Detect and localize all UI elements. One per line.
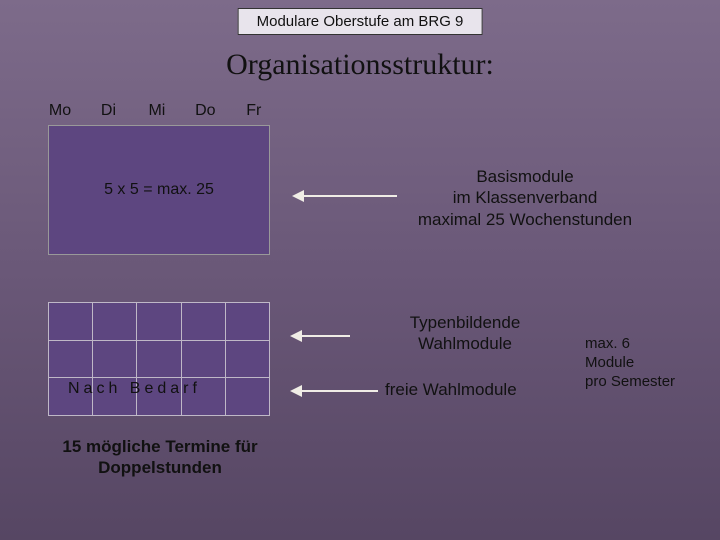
basismodule-grid: 5 x 5 = max. 25 [48,125,270,255]
arrow-typenbildende [300,335,350,337]
basismodule-line2: im Klassenverband [453,188,598,207]
max6-text: max. 6 Module pro Semester [585,335,700,391]
wahlmodule-table [48,302,270,416]
max6-line3: pro Semester [585,373,675,390]
table-row [49,340,270,378]
table-row [49,303,270,341]
basismodule-line1: Basismodule [476,167,573,186]
day-do: Do [183,102,227,120]
max6-line2: Module [585,354,634,371]
arrow-basismodule [302,195,397,197]
nach-bedarf-label: Nach Bedarf [68,380,201,398]
wahlmodule-grid [48,302,270,416]
typen-line2: Wahlmodule [418,334,512,353]
page-title: Organisationsstruktur: [226,48,494,82]
arrow-freie [300,390,378,392]
max6-line1: max. 6 [585,335,630,352]
header-box: Modulare Oberstufe am BRG 9 [238,8,483,35]
weekday-row: Mo Di Mi Do Fr [38,102,276,120]
day-fr: Fr [232,102,276,120]
basismodule-text: Basismodule im Klassenverband maximal 25… [400,166,650,230]
day-mi: Mi [135,102,179,120]
basismodule-line3: maximal 25 Wochenstunden [418,210,632,229]
termine-text: 15 mögliche Termine für Doppelstunden [60,436,260,479]
day-di: Di [86,102,130,120]
basismodule-grid-label: 5 x 5 = max. 25 [104,181,214,199]
freie-wahlmodule-text: freie Wahlmodule [385,379,517,400]
header-title: Modulare Oberstufe am BRG 9 [257,13,464,30]
day-mo: Mo [38,102,82,120]
typenbildende-text: Typenbildende Wahlmodule [380,312,550,355]
typen-line1: Typenbildende [410,313,521,332]
